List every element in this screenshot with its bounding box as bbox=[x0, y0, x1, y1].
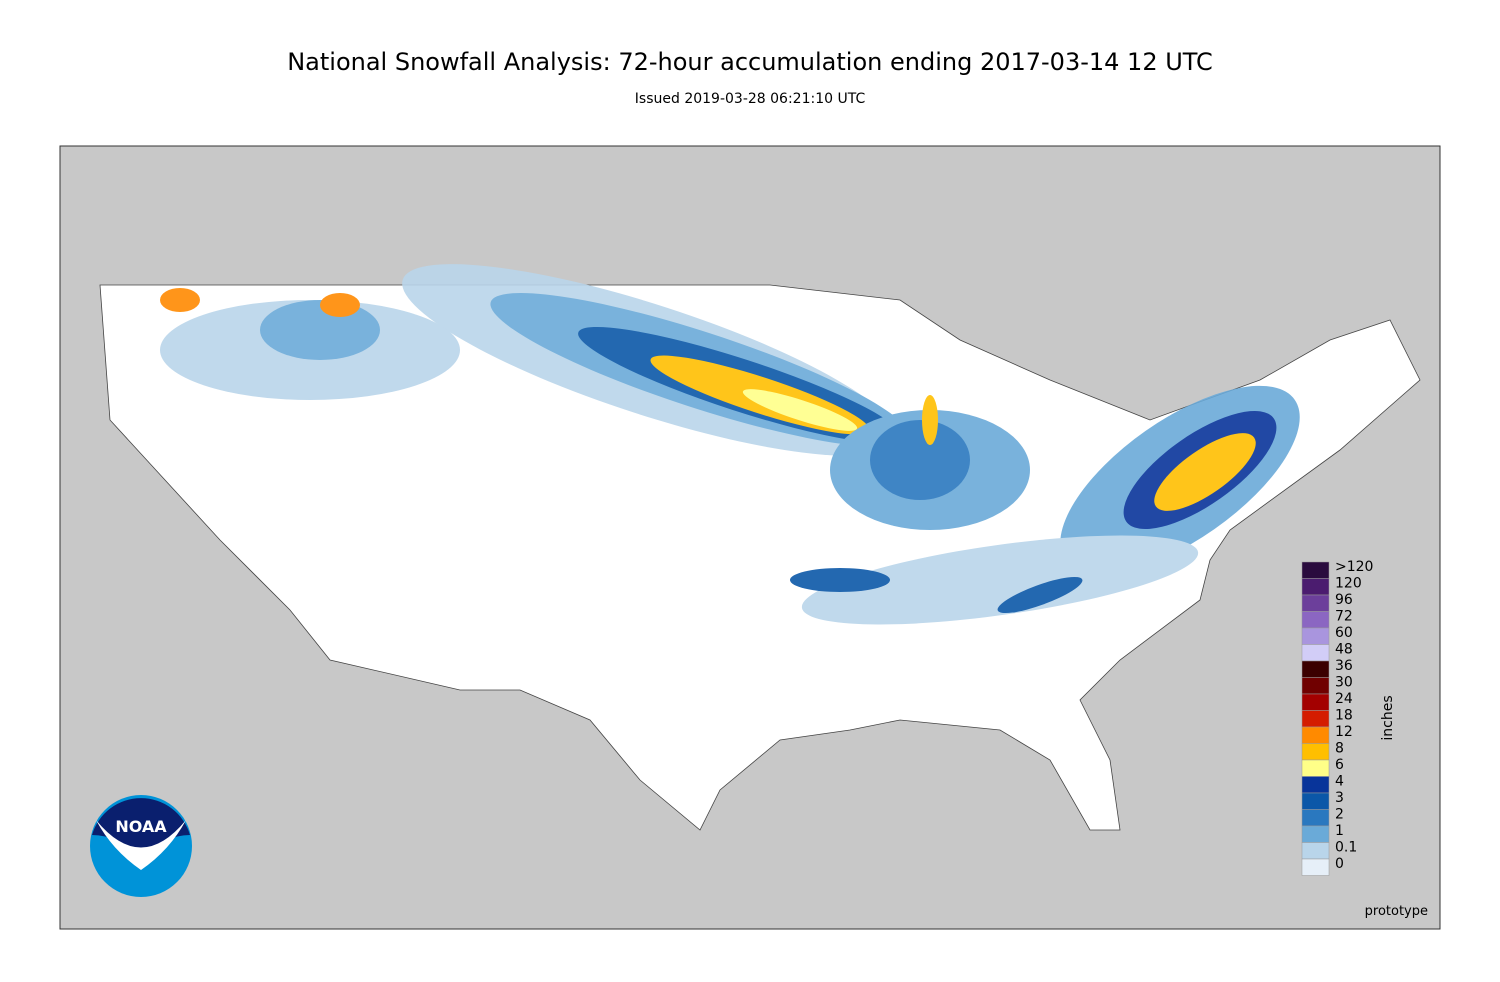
legend-label: 24 bbox=[1335, 691, 1353, 707]
legend-swatch bbox=[1301, 627, 1330, 645]
legend-swatch bbox=[1301, 759, 1330, 777]
legend-swatch bbox=[1301, 660, 1330, 678]
legend-swatch bbox=[1301, 743, 1330, 761]
legend-label: 12 bbox=[1335, 724, 1353, 740]
legend-swatch bbox=[1301, 776, 1330, 794]
legend-label: 60 bbox=[1335, 625, 1353, 641]
legend-label: 30 bbox=[1335, 675, 1353, 691]
legend-label: 3 bbox=[1335, 790, 1344, 806]
legend-swatch bbox=[1301, 726, 1330, 744]
legend-swatch bbox=[1301, 858, 1330, 876]
legend-swatch bbox=[1301, 677, 1330, 695]
subtitle: Issued 2019-03-28 06:21:10 UTC bbox=[635, 91, 866, 107]
legend-label: 18 bbox=[1335, 708, 1353, 724]
legend-swatch bbox=[1301, 825, 1330, 843]
legend-label: 0 bbox=[1335, 856, 1344, 872]
legend-label: 72 bbox=[1335, 609, 1353, 625]
legend-swatch bbox=[1301, 644, 1330, 662]
legend-swatch bbox=[1301, 710, 1330, 728]
legend-label: 8 bbox=[1335, 741, 1344, 757]
legend-label: 48 bbox=[1335, 642, 1353, 658]
logo-text: NOAA bbox=[115, 817, 167, 836]
note: prototype bbox=[1365, 904, 1428, 919]
legend-label: 6 bbox=[1335, 757, 1344, 773]
snowfall-shading bbox=[160, 264, 1300, 625]
map bbox=[59, 145, 1441, 930]
legend-swatch bbox=[1301, 842, 1330, 860]
legend-label: 120 bbox=[1335, 576, 1362, 592]
legend-swatch bbox=[1301, 693, 1330, 711]
title: National Snowfall Analysis: 72-hour accu… bbox=[287, 48, 1213, 76]
noaa-logo: NOAA bbox=[90, 795, 192, 897]
legend-swatch bbox=[1301, 561, 1330, 579]
legend-swatch bbox=[1301, 578, 1330, 596]
legend-swatch bbox=[1301, 611, 1330, 629]
legend-label: 36 bbox=[1335, 658, 1353, 674]
legend-swatch bbox=[1301, 809, 1330, 827]
legend-label: 0.1 bbox=[1335, 840, 1357, 856]
legend-swatch bbox=[1301, 792, 1330, 810]
legend-label: 2 bbox=[1335, 807, 1344, 823]
legend-label: 96 bbox=[1335, 592, 1353, 608]
legend-swatch bbox=[1301, 594, 1330, 612]
legend-label: 4 bbox=[1335, 774, 1344, 790]
legend-label: >120 bbox=[1335, 559, 1373, 575]
legend-unit: inches bbox=[1380, 695, 1396, 740]
legend-label: 1 bbox=[1335, 823, 1344, 839]
